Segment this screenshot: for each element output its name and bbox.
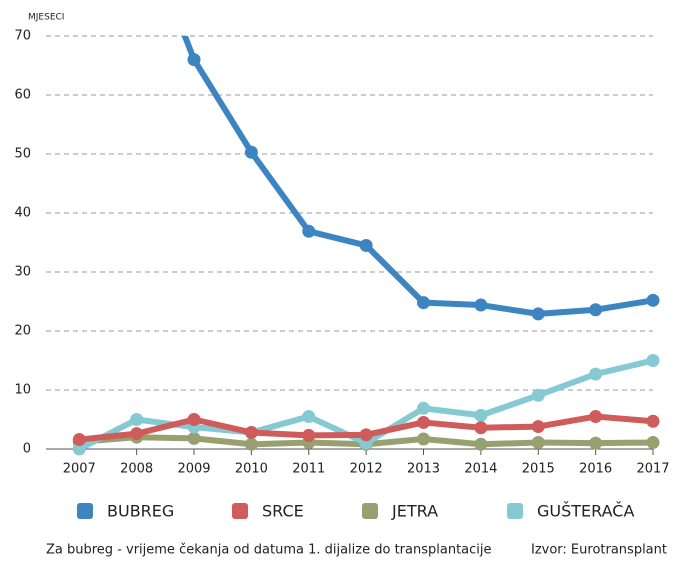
point xyxy=(531,436,545,450)
y-tick-label: 20 xyxy=(14,324,31,339)
x-tick-label: 2011 xyxy=(292,462,325,477)
point xyxy=(244,425,258,439)
point xyxy=(72,433,86,447)
point xyxy=(187,53,201,67)
point xyxy=(244,145,258,159)
plot-area xyxy=(72,36,660,456)
point xyxy=(531,420,545,434)
point xyxy=(359,428,373,442)
point xyxy=(417,296,431,310)
x-tick-label: 2013 xyxy=(407,462,440,477)
legend-label: BUBREG xyxy=(107,502,174,521)
x-tick-label: 2014 xyxy=(464,462,497,477)
point xyxy=(359,238,373,252)
point xyxy=(646,436,660,450)
point xyxy=(589,410,603,424)
y-axis-label: MJESECI xyxy=(28,13,64,23)
point xyxy=(302,428,316,442)
point xyxy=(417,432,431,446)
point xyxy=(302,410,316,424)
x-tick-label: 2009 xyxy=(177,462,210,477)
legend-label: SRCE xyxy=(262,502,304,521)
point xyxy=(646,414,660,428)
point xyxy=(130,427,144,441)
point xyxy=(187,431,201,445)
point xyxy=(474,408,488,422)
y-tick-label: 40 xyxy=(14,206,31,221)
y-tick-label: 30 xyxy=(14,265,31,280)
point xyxy=(72,442,86,456)
x-tick-label: 2010 xyxy=(235,462,268,477)
point xyxy=(302,224,316,238)
y-tick-label: 10 xyxy=(14,383,31,398)
legend-swatch xyxy=(507,503,523,519)
legend-swatch xyxy=(362,503,378,519)
point xyxy=(130,413,144,426)
point xyxy=(417,401,431,415)
legend-label: GUŠTERAČA xyxy=(537,502,634,521)
y-tick-label: 0 xyxy=(23,442,31,457)
x-tick-label: 2012 xyxy=(350,462,383,477)
legend-swatch xyxy=(232,503,248,519)
x-tick-label: 2016 xyxy=(579,462,612,477)
point xyxy=(589,367,603,381)
footnote: Za bubreg - vrijeme čekanja od datuma 1.… xyxy=(46,543,492,558)
point xyxy=(474,421,488,435)
point xyxy=(417,415,431,429)
point xyxy=(589,303,603,317)
x-tick-label: 2008 xyxy=(120,462,153,477)
x-tick-label: 2017 xyxy=(636,462,669,477)
series-line xyxy=(181,36,654,317)
point xyxy=(646,354,660,367)
y-tick-label: 60 xyxy=(14,88,31,103)
x-tick-label: 2015 xyxy=(522,462,555,477)
source: Izvor: Eurotransplant xyxy=(531,543,667,558)
x-tick-label: 2007 xyxy=(63,462,96,477)
point xyxy=(187,413,201,426)
point xyxy=(531,388,545,402)
point xyxy=(531,307,545,321)
legend-swatch xyxy=(77,503,93,519)
legend-label: JETRA xyxy=(391,502,438,521)
point xyxy=(474,298,488,312)
y-tick-label: 70 xyxy=(14,29,31,44)
point xyxy=(244,437,258,451)
point xyxy=(646,293,660,307)
y-tick-label: 50 xyxy=(14,147,31,162)
point xyxy=(474,437,488,451)
point xyxy=(589,436,603,450)
